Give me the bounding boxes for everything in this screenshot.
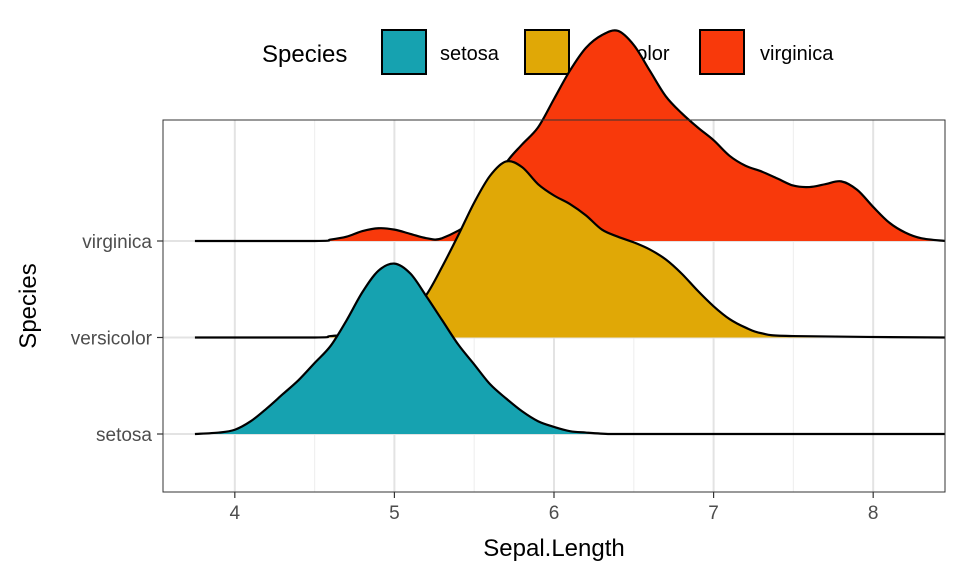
y-axis-title: Species <box>15 263 42 348</box>
legend-title: Species <box>262 41 347 68</box>
x-axis: 4 5 6 7 8 <box>230 492 879 524</box>
y-tick-label: setosa <box>96 425 152 446</box>
ridge-fill-setosa <box>194 263 946 434</box>
legend-label-virginica: virginica <box>760 43 834 65</box>
x-tick-label: 7 <box>708 503 719 524</box>
legend-key-setosa <box>381 29 427 75</box>
ridge-line-virginica <box>194 29 946 243</box>
ridge-fill-virginica <box>194 30 946 241</box>
legend-label-setosa: setosa <box>440 43 500 65</box>
y-tick-label: virginica <box>82 232 152 253</box>
y-axis: setosa versicolor virginica <box>71 232 163 446</box>
ridge-setosa <box>194 262 946 436</box>
x-tick-label: 5 <box>389 503 400 524</box>
legend-key-versicolor <box>524 29 570 75</box>
ridges <box>194 29 946 436</box>
ridge-line-setosa <box>194 262 945 436</box>
x-tick-label: 8 <box>868 503 879 524</box>
y-tick-label: versicolor <box>71 329 153 350</box>
ridge-virginica <box>194 29 946 243</box>
x-axis-title: Sepal.Length <box>483 535 624 562</box>
x-tick-label: 4 <box>230 503 241 524</box>
x-tick-label: 6 <box>549 503 560 524</box>
legend-key-virginica <box>699 29 745 75</box>
ridge-fill-versicolor <box>194 161 946 338</box>
